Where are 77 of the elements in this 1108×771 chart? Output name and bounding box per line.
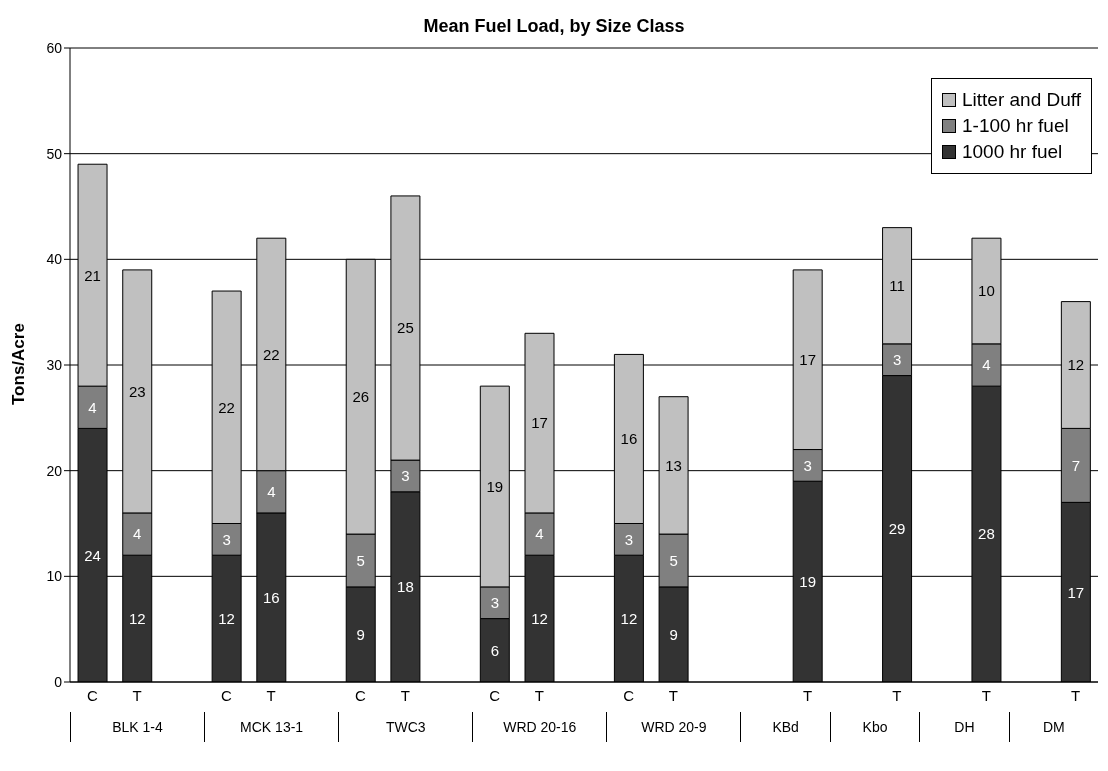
- y-tick-label: 10: [46, 568, 63, 585]
- data-label: 28: [978, 525, 995, 543]
- data-label: 17: [799, 351, 817, 369]
- data-label: 3: [892, 351, 902, 369]
- x-tick-label: T: [981, 686, 991, 704]
- text: TWC3: [338, 712, 473, 742]
- data-label: 12: [1067, 356, 1085, 374]
- data-label: 5: [669, 551, 678, 569]
- x-tick-label: T: [266, 686, 276, 704]
- x-tick-label: C: [86, 686, 98, 704]
- data-label: 4: [982, 356, 991, 374]
- data-label: 29: [888, 520, 906, 538]
- data-label: 5: [356, 551, 365, 569]
- data-label: 22: [262, 345, 280, 363]
- data-label: 4: [535, 525, 544, 543]
- data-label: 3: [401, 467, 410, 485]
- text: Kbo: [829, 712, 920, 742]
- data-label: 19: [486, 477, 504, 495]
- data-label: 10: [978, 282, 995, 300]
- text: DM: [1008, 712, 1098, 742]
- data-label: 11: [889, 277, 905, 295]
- x-tick-label: T: [132, 686, 142, 704]
- text: BLK 1-4: [70, 712, 205, 742]
- data-label: 16: [620, 430, 638, 448]
- data-label: 3: [490, 594, 499, 612]
- data-label: 25: [397, 319, 414, 337]
- data-label: 3: [803, 456, 812, 474]
- data-label: 9: [356, 625, 365, 643]
- data-label: 3: [222, 530, 231, 548]
- data-label: 12: [620, 609, 638, 627]
- data-label: 26: [352, 388, 370, 406]
- data-label: 12: [218, 609, 235, 627]
- x-tick-label: C: [489, 686, 501, 704]
- x-tick-label: C: [221, 686, 233, 704]
- data-label: 17: [1067, 583, 1085, 601]
- y-tick-label: 0: [54, 673, 63, 690]
- legend-label: 1-100 hr fuel: [961, 115, 1069, 137]
- data-label: 21: [84, 266, 101, 284]
- x-tick-label: T: [668, 686, 678, 704]
- y-tick-label: 60: [46, 39, 63, 56]
- data-label: 12: [531, 609, 548, 627]
- text: WRD 20-9: [606, 712, 741, 742]
- legend-label: 1000 hr fuel: [961, 141, 1063, 163]
- data-label: 12: [128, 609, 146, 627]
- y-tick-label: 20: [46, 462, 63, 479]
- x-tick-label: T: [400, 686, 410, 704]
- data-label: 18: [397, 578, 414, 596]
- x-tick-label: T: [1071, 686, 1081, 704]
- data-label: 4: [267, 483, 276, 501]
- y-tick-label: 40: [46, 251, 63, 268]
- y-tick-label: 30: [46, 356, 63, 373]
- data-label: 16: [262, 588, 280, 606]
- text: DH: [919, 712, 1009, 742]
- data-label: 3: [624, 530, 634, 548]
- data-label: 4: [133, 525, 142, 543]
- data-label: 13: [665, 456, 682, 474]
- x-tick-label: C: [355, 686, 367, 704]
- x-tick-label: T: [534, 686, 544, 704]
- text: KBd: [740, 712, 830, 742]
- data-label: 7: [1071, 456, 1081, 474]
- x-tick-label: T: [892, 686, 902, 704]
- y-tick-label: 50: [46, 145, 63, 162]
- text: MCK 13-1: [204, 712, 339, 742]
- data-label: 24: [84, 546, 101, 564]
- legend-label: Litter and Duff: [961, 89, 1081, 111]
- data-label: 23: [128, 382, 146, 400]
- data-label: 9: [669, 625, 678, 643]
- data-label: 22: [218, 398, 235, 416]
- data-label: 19: [799, 572, 817, 590]
- x-tick-label: C: [623, 686, 635, 704]
- text: WRD 20-16: [472, 712, 607, 742]
- data-label: 6: [490, 641, 499, 659]
- data-label: 4: [88, 398, 97, 416]
- chart-title: Mean Fuel Load, by Size Class: [422, 16, 686, 37]
- data-label: 17: [531, 414, 548, 432]
- x-tick-label: T: [802, 686, 813, 704]
- y-axis-title: Tons/Acre: [9, 323, 29, 405]
